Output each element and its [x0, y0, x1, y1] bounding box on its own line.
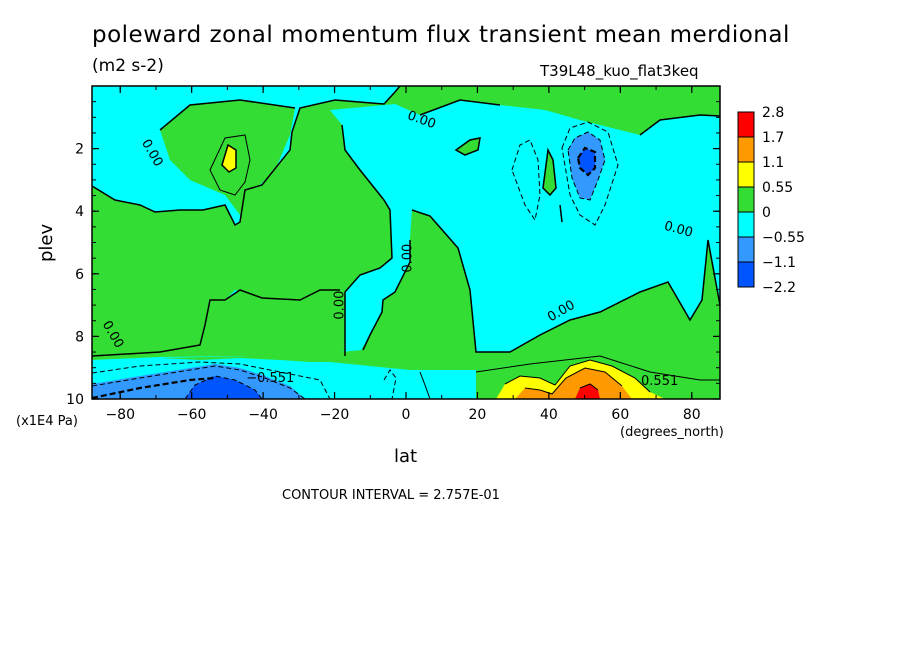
x-tick-label: 0 — [402, 407, 411, 423]
colorbar-swatch — [737, 211, 755, 238]
y-tick-label: 4 — [75, 204, 84, 220]
contour-pos-1 — [209, 134, 251, 196]
contour-lines — [91, 85, 721, 357]
contour-zero-3 — [341, 124, 393, 356]
contour-neg-2 — [91, 365, 306, 400]
colorbar-label: −0.55 — [762, 230, 805, 246]
contour-pos-4 — [524, 367, 623, 395]
contour-label: 0.00 — [662, 219, 694, 241]
negative-strong-core-northern-upper — [578, 148, 595, 175]
contour-pos-2 — [475, 355, 720, 381]
positive-lower-left-band — [92, 210, 476, 370]
y-tick-label: 6 — [75, 267, 84, 283]
x-axis-ticks: −80 −60 −40 −20 0 20 40 60 80 — [105, 86, 701, 423]
contour-zero-10 — [454, 137, 481, 156]
positive-peak-northern-orange — [515, 368, 632, 399]
contour-zero-7 — [91, 289, 340, 357]
x-axis-units: (degrees_north) — [620, 425, 724, 440]
contour-zero-4 — [411, 209, 721, 353]
colorbar-label: −2.2 — [762, 280, 796, 296]
colorbar-swatch — [737, 111, 755, 138]
colorbar-label: 1.7 — [762, 130, 784, 146]
chart-title: poleward zonal momentum flux transient m… — [92, 22, 790, 48]
y-axis-label: plev — [36, 223, 57, 262]
contour-neg-1 — [91, 361, 331, 400]
colorbar-swatch — [737, 236, 755, 263]
colorbar-swatch — [737, 161, 755, 188]
x-axis-label: lat — [394, 446, 418, 467]
contour-strong-1 — [576, 146, 597, 177]
positive-peak-upper-left — [222, 145, 236, 172]
dataset-name: T39L48_kuo_flat3keq — [540, 62, 699, 80]
colorbar-label: 0 — [762, 205, 771, 221]
y-tick-label: 8 — [75, 329, 84, 345]
contour-label: 0.00 — [400, 244, 415, 273]
colorbar: 2.8 1.7 1.1 0.55 0 −0.55 −1.1 −2.2 — [737, 105, 805, 296]
contour-label: 0.00 — [332, 291, 347, 320]
contour-zero-5 — [639, 114, 721, 136]
x-tick-label: −40 — [248, 407, 278, 423]
y-tick-label: 2 — [75, 142, 84, 158]
contour-pos-3 — [504, 359, 651, 393]
contour-strong-2 — [91, 376, 216, 400]
contour-neg-3 — [184, 375, 263, 400]
contour-fills — [92, 86, 720, 399]
x-tick-label: 20 — [469, 407, 487, 423]
contour-zero-1 — [91, 85, 401, 227]
contour-neg-7 — [383, 369, 397, 400]
colorbar-swatch — [737, 186, 755, 213]
colorbar-label: 1.1 — [762, 155, 784, 171]
x-tick-label: 60 — [611, 407, 629, 423]
x-tick-label: −20 — [320, 407, 350, 423]
contour-interval: CONTOUR INTERVAL = 2.757E-01 — [282, 488, 500, 503]
y-axis-units: (x1E4 Pa) — [16, 414, 78, 429]
x-tick-label: −80 — [105, 407, 135, 423]
y-axis-ticks: 2 4 6 8 10 — [66, 142, 720, 408]
negative-strong-core-southern — [185, 376, 262, 399]
contour-zero-9 — [542, 147, 557, 197]
contour-neg-6 — [511, 139, 541, 222]
x-tick-label: −60 — [177, 407, 207, 423]
colorbar-label: 2.8 — [762, 105, 784, 121]
contour-label: −0.551 — [246, 371, 294, 386]
contour-lines-positive — [209, 134, 720, 400]
contour-zero-6 — [419, 99, 501, 116]
colorbar-label: −1.1 — [762, 255, 796, 271]
x-tick-label: 80 — [683, 407, 701, 423]
colorbar-label: 0.55 — [762, 180, 793, 196]
contour-neg-4 — [567, 131, 606, 201]
contour-zero-8 — [362, 240, 411, 351]
contour-label: 0.551 — [641, 374, 678, 389]
y-tick-label: 10 — [66, 392, 84, 408]
x-tick-label: 40 — [540, 407, 558, 423]
colorbar-swatch — [737, 136, 755, 163]
contour-zero-2 — [159, 99, 296, 131]
contour-zero-11 — [559, 204, 563, 223]
contour-zero-12 — [221, 143, 237, 173]
colorbar-swatch — [737, 261, 755, 288]
contour-lines-strong — [91, 146, 597, 400]
contour-pos-6 — [419, 371, 431, 400]
contour-lines-negative — [91, 121, 619, 400]
contour-pos-5 — [579, 383, 599, 391]
chart-units: (m2 s-2) — [92, 56, 164, 76]
